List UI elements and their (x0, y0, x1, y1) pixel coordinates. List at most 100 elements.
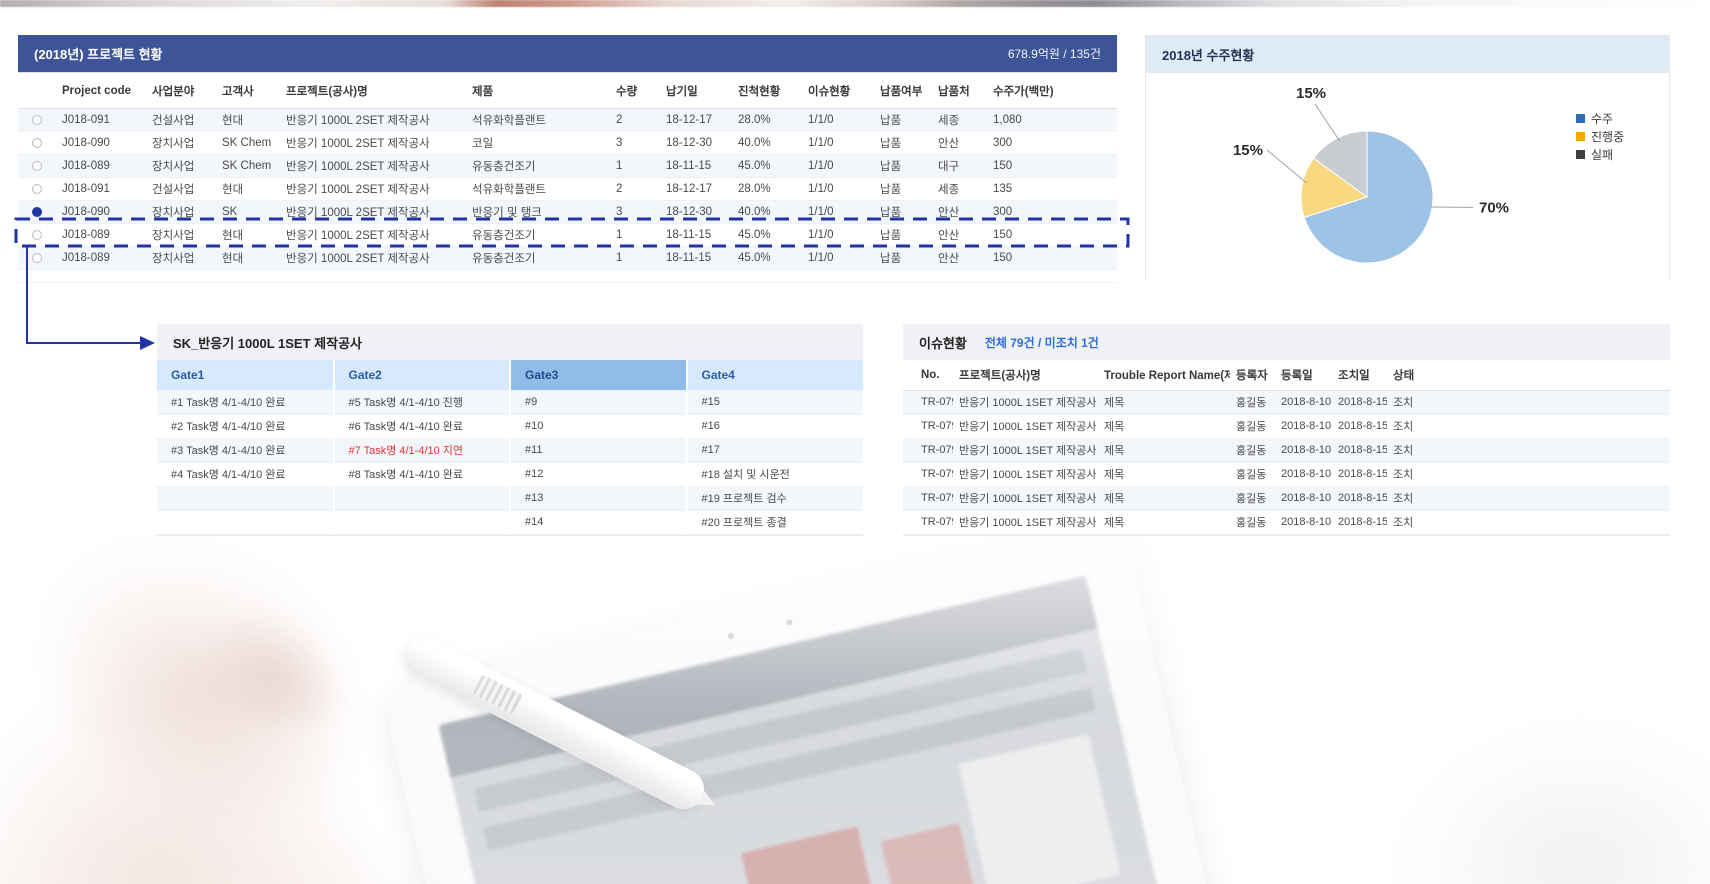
issue-cell-reg_date: 2018-8-10 (1275, 510, 1332, 535)
gate-task-cell[interactable]: #8 Task명 4/1-4/10 완료 (332, 462, 510, 487)
row-radio-button[interactable] (32, 114, 42, 125)
gate-task-cell[interactable]: #12 (509, 462, 687, 487)
project-row[interactable]: J018-090 장치사업 SK Chem 반응기 1000L 2SET 제작공사 코일… (18, 131, 1117, 155)
project-row[interactable]: J018-089 장치사업 SK Chem 반응기 1000L 2SET 제작공사 유동… (18, 154, 1117, 178)
issue-cell-registrant: 홍길동 (1230, 462, 1275, 487)
gate-task-cell[interactable]: #9 (509, 390, 687, 415)
project-cell-customer: 현대 (216, 108, 280, 132)
project-cell-code: J018-091 (56, 108, 146, 132)
issue-cell-reg_date: 2018-8-10 (1275, 414, 1332, 439)
project-cell-due: 18-12-17 (660, 177, 732, 201)
gate-row: #2 Task명 4/1-4/10 완료 #6 Task명 4/1-4/10 완료… (157, 414, 863, 439)
gate-task-cell[interactable] (332, 486, 510, 511)
project-row[interactable]: J018-089 장치사업 현대 반응기 1000L 2SET 제작공사 유동층건조기 1… (18, 223, 1117, 247)
radio-cell (18, 200, 56, 224)
project-cell-progress: 40.0% (732, 200, 802, 224)
project-cell-code: J018-090 (56, 200, 146, 224)
gate-task-cell[interactable]: #16 (685, 414, 863, 439)
project-cell-biz: 장치사업 (146, 200, 216, 224)
project-cell-project: 반응기 1000L 2SET 제작공사 (280, 154, 466, 178)
issue-row[interactable]: TR-079반응기 1000L 1SET 제작공사제목홍길동2018-8-102… (903, 390, 1670, 415)
col-no: No. (903, 360, 953, 391)
legend-item: 진행중 (1576, 127, 1624, 145)
col-registrant: 등록자 (1230, 360, 1275, 391)
filler-cell (1447, 510, 1670, 535)
row-radio-button[interactable] (32, 137, 42, 148)
background-photo (0, 500, 1710, 884)
issue-cell-registrant: 홍길동 (1230, 438, 1275, 463)
project-cell-dest: 세종 (932, 177, 987, 201)
gate-task-cell[interactable]: #18 설치 및 시운전 (685, 462, 863, 487)
issue-row[interactable]: TR-079반응기 1000L 1SET 제작공사제목홍길동2018-8-102… (903, 510, 1670, 535)
project-cell-issue: 1/1/0 (802, 131, 874, 155)
project-row[interactable]: J018-089 장치사업 현대 반응기 1000L 2SET 제작공사 유동층건조기 1… (18, 246, 1117, 270)
project-cell-price: 300 (987, 200, 1117, 224)
row-radio-button[interactable] (32, 206, 42, 217)
col-due-date: 납기일 (660, 72, 732, 109)
col-issue: 이슈현황 (802, 72, 874, 109)
issue-cell-reg_date: 2018-8-10 (1275, 462, 1332, 487)
issue-cell-action_date: 2018-8-15 (1332, 414, 1387, 439)
project-cell-issue: 1/1/0 (802, 200, 874, 224)
gate-task-cell[interactable]: #14 (509, 510, 687, 535)
issue-row[interactable]: TR-079반응기 1000L 1SET 제작공사제목홍길동2018-8-102… (903, 486, 1670, 511)
col-progress: 진척현황 (732, 72, 802, 109)
project-row[interactable]: J018-091 건설사업 현대 반응기 1000L 2SET 제작공사 석유화학플랜트… (18, 177, 1117, 201)
row-radio-button[interactable] (32, 160, 42, 171)
project-cell-qty: 1 (610, 223, 660, 247)
gate-task-cell[interactable]: #3 Task명 4/1-4/10 완료 (157, 438, 334, 463)
gate-task-cell[interactable] (332, 510, 510, 535)
project-cell-customer: SK Chem (216, 131, 280, 155)
issue-cell-project: 반응기 1000L 1SET 제작공사 (953, 486, 1098, 511)
issue-panel-title: 이슈현황 (919, 335, 967, 351)
gate-task-cell[interactable]: #6 Task명 4/1-4/10 완료 (332, 414, 510, 439)
project-row[interactable]: J018-091 건설사업 현대 반응기 1000L 2SET 제작공사 석유화학플랜트… (18, 108, 1117, 132)
gate-task-cell[interactable]: #1 Task명 4/1-4/10 완료 (157, 390, 334, 415)
gate-task-cell[interactable]: #15 (685, 390, 863, 415)
gate-task-cell[interactable]: #2 Task명 4/1-4/10 완료 (157, 414, 334, 439)
issue-row[interactable]: TR-079반응기 1000L 1SET 제작공사제목홍길동2018-8-102… (903, 462, 1670, 487)
col-gate4: Gate4 (685, 360, 863, 390)
project-cell-biz: 건설사업 (146, 177, 216, 201)
project-cell-delivery: 납품 (874, 131, 932, 155)
project-cell-issue: 1/1/0 (802, 223, 874, 247)
gate-task-cell[interactable]: #7 Task명 4/1-4/10 지연 (332, 438, 510, 463)
project-cell-due: 18-11-15 (660, 246, 732, 270)
gate-task-cell[interactable]: #20 프로젝트 종결 (685, 510, 863, 535)
gate-task-cell[interactable]: #11 (509, 438, 687, 463)
project-cell-price: 135 (987, 177, 1117, 201)
project-cell-project: 반응기 1000L 2SET 제작공사 (280, 200, 466, 224)
gate-task-cell[interactable] (157, 510, 334, 535)
project-cell-code: J018-090 (56, 131, 146, 155)
issue-row[interactable]: TR-079반응기 1000L 1SET 제작공사제목홍길동2018-8-102… (903, 438, 1670, 463)
issue-cell-title: 제목 (1098, 486, 1230, 511)
row-radio-button[interactable] (32, 252, 42, 263)
issue-cell-project: 반응기 1000L 1SET 제작공사 (953, 462, 1098, 487)
row-radio-button[interactable] (32, 183, 42, 194)
gate-task-cell[interactable]: #10 (509, 414, 687, 439)
pie-chart: 70% 15% 15% 수주 진행중 실패 (1146, 73, 1669, 281)
issue-cell-title: 제목 (1098, 462, 1230, 487)
order-panel-title: 2018년 수주현황 (1162, 48, 1255, 63)
project-row[interactable]: J018-090 장치사업 SK 반응기 1000L 2SET 제작공사 반응기 및 탱… (18, 200, 1117, 224)
issue-cell-title: 제목 (1098, 414, 1230, 439)
gate-task-cell[interactable]: #13 (509, 486, 687, 511)
pie-slice-실패 (1312, 130, 1368, 198)
project-cell-customer: 현대 (216, 177, 280, 201)
project-cell-price: 300 (987, 131, 1117, 155)
project-panel-title: (2018년) 프로젝트 현황 (34, 47, 163, 62)
gate-row: #3 Task명 4/1-4/10 완료 #7 Task명 4/1-4/10 지연… (157, 438, 863, 463)
row-radio-button[interactable] (32, 229, 42, 240)
gate-task-cell[interactable]: #19 프로젝트 검수 (685, 486, 863, 511)
gate-task-cell[interactable]: #4 Task명 4/1-4/10 완료 (157, 462, 334, 487)
issue-cell-no: TR-079 (903, 438, 953, 463)
gate-task-cell[interactable]: #5 Task명 4/1-4/10 진행 (332, 390, 510, 415)
gate-task-cell[interactable]: #17 (685, 438, 863, 463)
project-cell-progress: 28.0% (732, 177, 802, 201)
issue-row[interactable]: TR-079반응기 1000L 1SET 제작공사제목홍길동2018-8-102… (903, 414, 1670, 439)
issue-cell-status: 조치 (1387, 486, 1447, 511)
project-cell-customer: 현대 (216, 246, 280, 270)
project-cell-qty: 3 (610, 131, 660, 155)
issue-status-panel: 이슈현황 전체 79건 / 미조치 1건 No. 프로젝트(공사)명 Troub… (903, 324, 1670, 536)
gate-task-cell[interactable] (157, 486, 334, 511)
